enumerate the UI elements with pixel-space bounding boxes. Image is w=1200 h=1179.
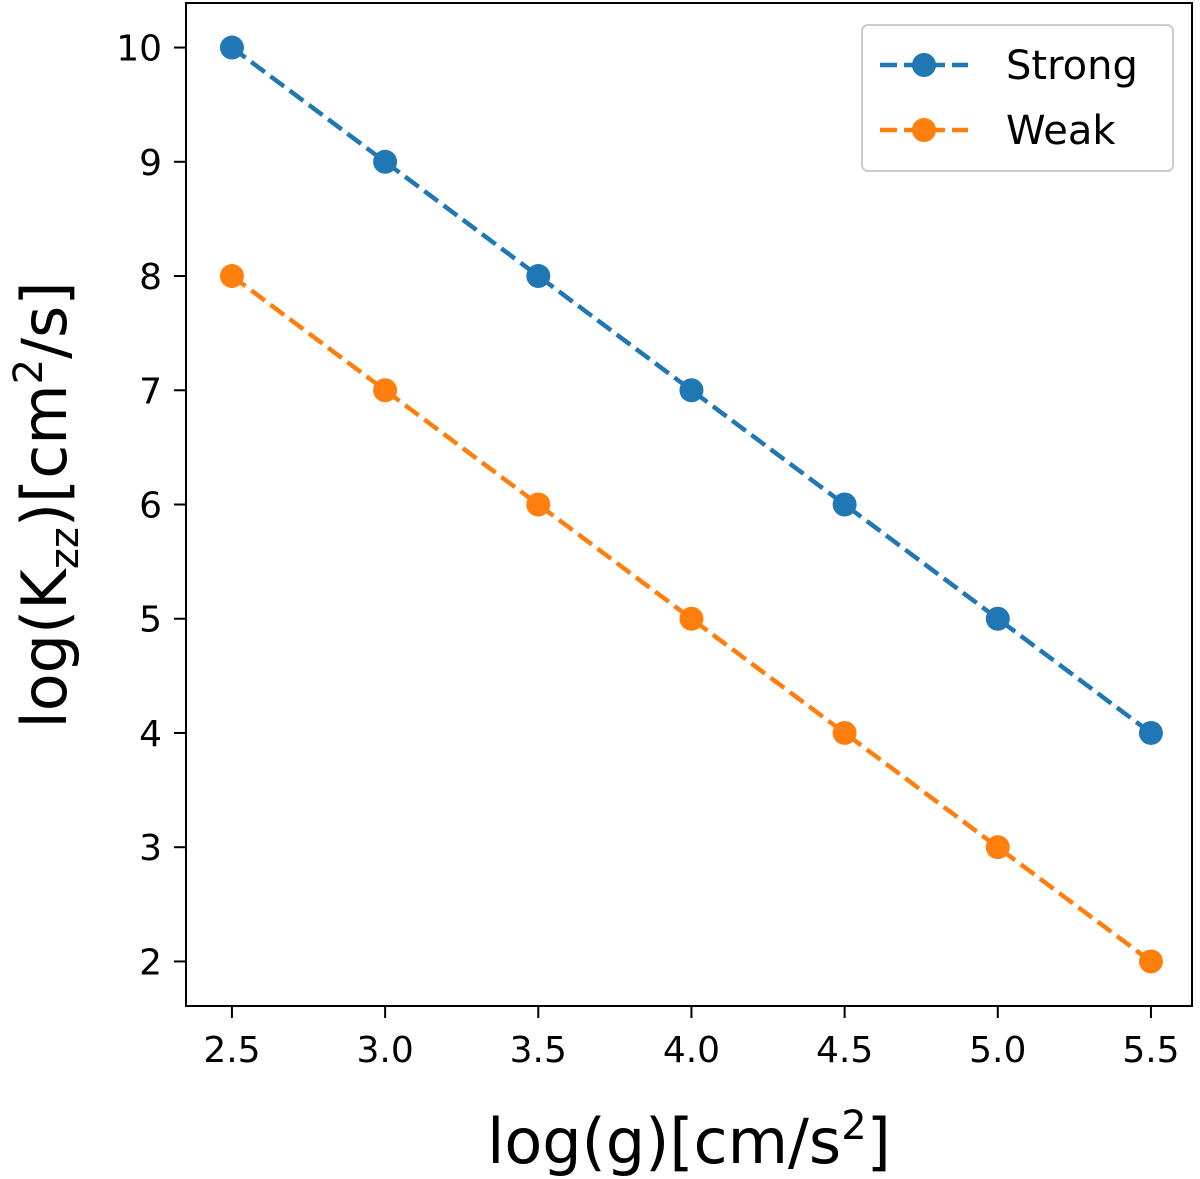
x-tick-label: 5.0: [969, 1030, 1026, 1071]
data-point-weak: [832, 720, 857, 745]
x-tick-label: 3.0: [356, 1030, 413, 1071]
data-point-strong: [1138, 720, 1163, 745]
y-tick-label: 9: [139, 143, 162, 184]
data-point-strong: [219, 35, 244, 60]
data-point-weak: [373, 378, 398, 403]
y-tick-label: 8: [139, 257, 162, 298]
data-point-weak: [1138, 949, 1163, 974]
legend-label-strong: Strong: [1006, 43, 1138, 89]
x-tick-label: 2.5: [203, 1030, 260, 1071]
y-tick-label: 5: [139, 600, 162, 641]
legend-box: [861, 24, 1174, 172]
data-point-weak: [679, 606, 704, 631]
data-point-strong: [526, 264, 551, 289]
y-tick-label: 10: [116, 29, 162, 70]
data-point-strong: [679, 378, 704, 403]
x-tick-label: 4.5: [816, 1030, 873, 1071]
data-point-weak: [526, 492, 551, 517]
y-tick-label: 4: [139, 714, 162, 755]
data-point-strong: [985, 606, 1010, 631]
x-tick-label: 5.5: [1122, 1030, 1179, 1071]
data-point-strong: [373, 149, 398, 174]
x-axis-label: log(g)[cm/s2]: [487, 1103, 891, 1178]
y-tick-label: 3: [139, 828, 162, 869]
y-tick-label: 6: [139, 486, 162, 527]
y-tick-label: 2: [139, 942, 162, 983]
data-point-weak: [219, 264, 244, 289]
x-tick-label: 4.0: [663, 1030, 720, 1071]
y-axis-label: log(Kzz)[cm2/s]: [6, 281, 88, 728]
legend-marker-weak: [912, 118, 936, 142]
legend-marker-strong: [912, 53, 936, 77]
legend: Strong Weak: [861, 24, 1174, 172]
y-tick-label: 7: [139, 371, 162, 412]
legend-label-weak: Weak: [1006, 108, 1116, 154]
data-point-strong: [832, 492, 857, 517]
data-point-weak: [985, 835, 1010, 860]
x-tick-label: 3.5: [510, 1030, 567, 1071]
